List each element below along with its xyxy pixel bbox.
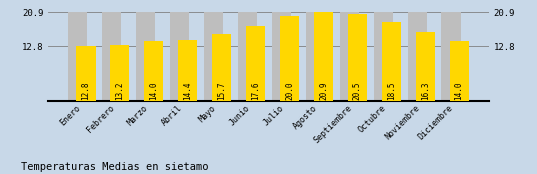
Bar [68,12,88,101]
Text: 20.5: 20.5 [353,81,362,100]
Bar [306,12,325,101]
Text: 14.0: 14.0 [149,81,158,100]
Text: Temperaturas Medias en sietamo: Temperaturas Medias en sietamo [21,162,209,172]
Bar [178,40,197,101]
Bar [382,22,401,101]
Text: 16.3: 16.3 [420,81,430,100]
Bar [348,14,367,101]
Bar [374,12,393,101]
Text: 20.0: 20.0 [285,81,294,100]
Text: 14.0: 14.0 [455,81,463,100]
Bar [246,26,265,101]
Bar [212,34,231,101]
Bar [314,12,333,101]
Bar [170,12,189,101]
Bar [416,32,435,101]
Bar [408,12,426,101]
Text: 17.6: 17.6 [251,81,260,100]
Bar [144,41,163,101]
Text: 20.9: 20.9 [319,81,328,100]
Bar [449,41,469,101]
Bar [136,12,155,101]
Text: 13.2: 13.2 [115,81,125,100]
Bar [272,12,291,101]
Text: 14.4: 14.4 [183,81,192,100]
Text: 15.7: 15.7 [217,81,226,100]
Bar [238,12,257,101]
Bar [102,12,121,101]
Bar [111,45,129,101]
Bar [76,46,96,101]
Text: 12.8: 12.8 [82,81,91,100]
Bar [340,12,359,101]
Bar [280,16,299,101]
Bar [204,12,223,101]
Bar [441,12,461,101]
Text: 18.5: 18.5 [387,81,396,100]
